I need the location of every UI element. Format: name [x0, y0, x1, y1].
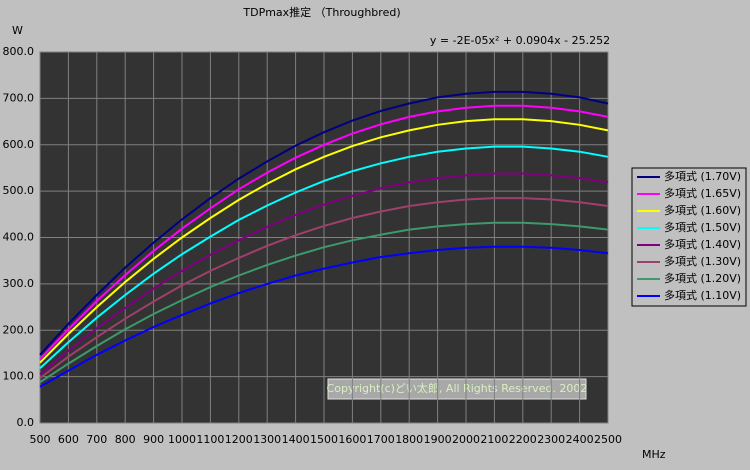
y-tick-label: 300.0: [3, 277, 35, 290]
x-tick-label: 1300: [253, 433, 281, 446]
x-tick-label: 1600: [338, 433, 366, 446]
x-tick-label: 2500: [594, 433, 622, 446]
legend-label: 多項式 (1.70V): [664, 169, 741, 183]
plot-border: [39, 51, 609, 424]
legend-label: 多項式 (1.40V): [664, 237, 741, 251]
x-tick-label: 1800: [395, 433, 423, 446]
y-tick-label: 800.0: [3, 45, 35, 58]
series-line: [39, 104, 609, 360]
x-tick-label: 1700: [367, 433, 395, 446]
series-line: [39, 197, 609, 379]
y-tick-label: 100.0: [3, 370, 35, 383]
series-line: [39, 90, 609, 356]
copyright-box: [327, 378, 587, 400]
series-line: [39, 118, 609, 364]
legend-label: 多項式 (1.30V): [664, 254, 741, 268]
legend-label: 多項式 (1.10V): [664, 288, 741, 302]
legend-box: [631, 167, 747, 307]
equation: y = -2E-05x² + 0.0904x - 25.252: [430, 34, 610, 47]
x-tick-label: 800: [115, 433, 136, 446]
legend-label: 多項式 (1.20V): [664, 271, 741, 285]
series-line: [39, 221, 609, 384]
y-tick-label: 700.0: [3, 91, 35, 104]
x-tick-label: 600: [58, 433, 79, 446]
x-tick-label: 700: [86, 433, 107, 446]
x-tick-label: 1900: [424, 433, 452, 446]
x-tick-label: 1000: [168, 433, 196, 446]
x-tick-label: 1200: [225, 433, 253, 446]
series-line: [39, 145, 609, 370]
x-tick-label: 1100: [196, 433, 224, 446]
chart-title: TDPmax推定 （Throughbred): [242, 5, 400, 19]
x-tick-label: 2200: [509, 433, 537, 446]
y-tick-label: 0.0: [17, 416, 35, 429]
x-tick-label: 500: [30, 433, 51, 446]
y-tick-label: 200.0: [3, 323, 35, 336]
y-tick-label: 600.0: [3, 138, 35, 151]
legend-label: 多項式 (1.65V): [664, 186, 741, 200]
y-tick-label: 500.0: [3, 184, 35, 197]
y-axis-label: W: [12, 24, 23, 37]
x-tick-label: 2000: [452, 433, 480, 446]
x-tick-label: 2400: [566, 433, 594, 446]
x-tick-label: 2300: [537, 433, 565, 446]
x-tick-label: 1400: [282, 433, 310, 446]
y-tick-label: 400.0: [3, 231, 35, 244]
x-tick-label: 900: [143, 433, 164, 446]
x-axis-label: MHz: [642, 448, 666, 461]
x-tick-label: 2100: [480, 433, 508, 446]
legend-label: 多項式 (1.50V): [664, 220, 741, 234]
x-tick-label: 1500: [310, 433, 338, 446]
series-line: [39, 172, 609, 376]
legend-label: 多項式 (1.60V): [664, 203, 741, 217]
series-line: [39, 245, 609, 388]
copyright: Copyright(c)どい太郎, All Rights Reserved. 2…: [327, 381, 588, 395]
